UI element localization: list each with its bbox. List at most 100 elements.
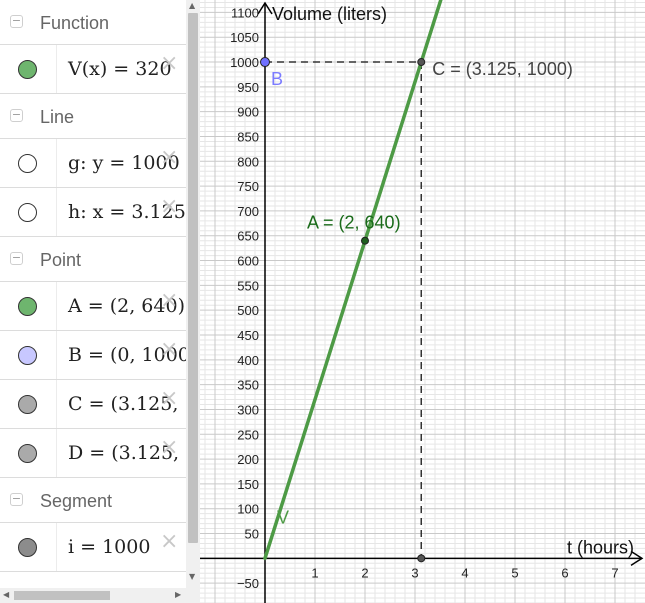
algebra-expression[interactable]: B = (0, 1000: [68, 344, 186, 366]
algebra-item[interactable]: C = (3.125, ×: [0, 380, 186, 429]
point-label-b: B: [271, 69, 283, 89]
algebra-expression[interactable]: D = (3.125,: [68, 442, 180, 464]
delete-icon[interactable]: ×: [160, 288, 179, 313]
scroll-right-arrow-icon[interactable]: ▶: [175, 590, 182, 599]
scroll-up-arrow-icon[interactable]: ▲: [189, 1, 196, 10]
y-tick-label: −50: [237, 576, 259, 591]
y-tick-label: 350: [237, 378, 259, 393]
function-v-graph[interactable]: [263, 0, 443, 561]
y-tick-label: 900: [237, 105, 259, 120]
visibility-toggle-icon[interactable]: [18, 346, 37, 365]
y-tick-label: 250: [237, 427, 259, 442]
point-c[interactable]: [417, 58, 426, 67]
function-label: V: [277, 508, 289, 528]
point-label-a: A = (2, 640): [307, 213, 401, 233]
y-tick-label: 400: [237, 353, 259, 368]
x-tick-label: 3: [411, 565, 418, 580]
algebra-expression[interactable]: C = (3.125,: [68, 393, 179, 415]
visibility-column: [0, 139, 57, 187]
graphics-view[interactable]: 1 2 3 4 5 6 7 −50 50 100 150 200 250 300 350 400 450 500 5…: [200, 0, 645, 603]
group-header-line[interactable]: − Line: [0, 94, 186, 139]
group-title: Function: [40, 13, 110, 33]
visibility-toggle-icon[interactable]: [18, 297, 37, 316]
group-header-segment[interactable]: − Segment: [0, 478, 186, 523]
y-tick-label: 700: [237, 204, 259, 219]
group-title: Line: [40, 107, 75, 127]
graph-canvas[interactable]: 1 2 3 4 5 6 7 −50 50 100 150 200 250 300 350 400 450 500 5…: [200, 0, 645, 603]
visibility-toggle-icon[interactable]: [18, 60, 37, 79]
point-b[interactable]: [260, 57, 270, 68]
algebra-expression[interactable]: V(x) = 320: [68, 58, 172, 80]
y-axis-label: Volume (liters): [272, 4, 387, 24]
point-d[interactable]: [417, 554, 426, 563]
group-header-point[interactable]: − Point: [0, 237, 186, 282]
visibility-column: [0, 429, 57, 477]
algebra-expression[interactable]: h: x = 3.125: [68, 201, 186, 223]
delete-icon[interactable]: ×: [160, 337, 179, 362]
visibility-column: [0, 380, 57, 428]
collapse-icon[interactable]: −: [10, 492, 23, 506]
visibility-column: [0, 331, 57, 379]
y-axis-arrow-icon: [257, 1, 273, 15]
algebra-item[interactable]: h: x = 3.125 ×: [0, 188, 186, 237]
y-tick-label: 150: [237, 477, 259, 492]
y-tick-label: 50: [245, 527, 259, 542]
collapse-icon[interactable]: −: [10, 251, 23, 265]
algebra-item[interactable]: V(x) = 320 ×: [0, 45, 186, 94]
x-tick-label: 1: [311, 565, 318, 580]
y-tick-label: 950: [237, 80, 259, 95]
visibility-column: [0, 45, 57, 93]
y-tick-label: 1000: [230, 55, 259, 70]
x-tick-label: 2: [361, 565, 368, 580]
algebra-item[interactable]: A = (2, 640) ×: [0, 282, 186, 331]
delete-icon[interactable]: ×: [160, 51, 179, 76]
y-tick-label: 1100: [231, 5, 259, 20]
algebra-item[interactable]: g: y = 1000 ×: [0, 139, 186, 188]
algebra-expression[interactable]: i = 1000: [68, 536, 151, 558]
delete-icon[interactable]: ×: [160, 145, 179, 170]
group-title: Segment: [40, 491, 113, 511]
visibility-toggle-icon[interactable]: [18, 395, 37, 414]
algebra-view: − Function V(x) = 320 × − Line g: y = 1000 × h: …: [0, 0, 200, 603]
y-tick-label: 500: [237, 303, 259, 318]
scroll-left-arrow-icon[interactable]: ◀: [3, 590, 10, 599]
algebra-item[interactable]: B = (0, 1000 ×: [0, 331, 186, 380]
y-tick-label: 200: [237, 452, 259, 467]
algebra-expression[interactable]: A = (2, 640): [68, 295, 185, 317]
x-tick-label: 7: [611, 565, 618, 580]
visibility-column: [0, 188, 57, 236]
delete-icon[interactable]: ×: [160, 194, 179, 219]
algebra-list: − Function V(x) = 320 × − Line g: y = 1000 × h: …: [0, 0, 186, 588]
y-tick-label: 650: [237, 229, 259, 244]
visibility-toggle-icon[interactable]: [18, 203, 37, 222]
x-axis-label: t (hours): [567, 537, 634, 557]
group-title: Point: [40, 250, 82, 270]
delete-icon[interactable]: ×: [160, 435, 179, 460]
collapse-icon[interactable]: −: [10, 14, 23, 28]
delete-icon[interactable]: ×: [160, 386, 179, 411]
algebra-item[interactable]: i = 1000 ×: [0, 523, 186, 572]
group-header-function[interactable]: − Function: [0, 0, 186, 45]
y-tick-label: 850: [237, 129, 259, 144]
y-tick-label: 1050: [230, 30, 259, 45]
visibility-toggle-icon[interactable]: [18, 444, 37, 463]
y-tick-label: 600: [237, 254, 259, 269]
scroll-down-arrow-icon[interactable]: ▼: [189, 572, 196, 581]
vertical-scroll-thumb[interactable]: [188, 13, 198, 543]
x-tick-label: 4: [461, 565, 468, 580]
visibility-toggle-icon[interactable]: [18, 538, 37, 557]
collapse-icon[interactable]: −: [10, 108, 23, 122]
algebra-item[interactable]: D = (3.125, ×: [0, 429, 186, 478]
x-tick-label: 5: [511, 565, 518, 580]
point-a[interactable]: [361, 236, 369, 245]
algebra-expression[interactable]: g: y = 1000: [68, 152, 180, 174]
point-label-c: C = (3.125, 1000): [432, 59, 573, 79]
visibility-toggle-icon[interactable]: [18, 154, 37, 173]
x-tick-label: 6: [561, 565, 568, 580]
x-axis-arrow-icon: [630, 550, 644, 566]
visibility-column: [0, 523, 57, 571]
vertical-scrollbar[interactable]: ▲ ▼: [186, 0, 200, 588]
horizontal-scrollbar[interactable]: ◀ ▶: [0, 588, 200, 603]
horizontal-scroll-thumb[interactable]: [14, 591, 110, 600]
delete-icon[interactable]: ×: [160, 529, 179, 554]
